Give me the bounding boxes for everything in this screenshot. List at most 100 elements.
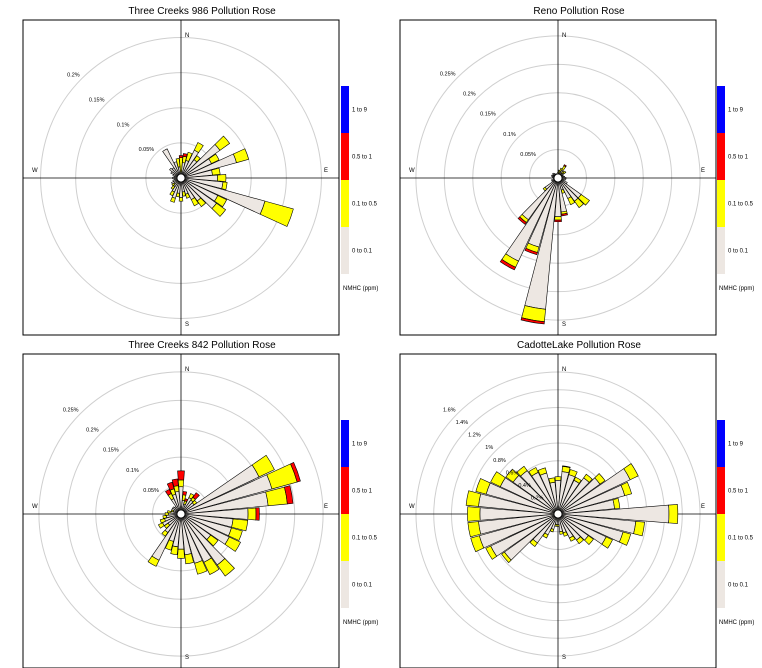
petal-segment (217, 174, 227, 182)
petal-segment (517, 216, 527, 225)
petal-segment (166, 481, 175, 491)
legend-swatch (717, 561, 725, 608)
petal-segment (211, 167, 221, 176)
chart-title-reno: Reno Pollution Rose (533, 6, 625, 17)
petal-segment (208, 153, 220, 164)
petal-segment (562, 531, 569, 537)
ring-label: 0.15% (480, 112, 496, 118)
petal-segment (182, 491, 188, 496)
legend-label: 1 to 9 (352, 108, 368, 114)
petal-segment (171, 478, 179, 487)
legend-label: 0.1 to 0.5 (728, 202, 754, 208)
compass-label-e: E (324, 504, 328, 510)
rose-panel-3: 0.2%0.4% 0.6%0.8% 1% 1.2% 1.4%1.6% N S E W 1 to 9… (399, 353, 754, 668)
petal-segment (228, 527, 243, 541)
petal-segment (193, 142, 204, 153)
legend-label: 1 to 9 (352, 442, 368, 448)
petal-segment (211, 202, 227, 217)
legend-label: 0.5 to 1 (352, 155, 373, 161)
petal-segment (188, 493, 195, 500)
legend-label: 0.5 to 1 (728, 155, 749, 161)
petal-segment (569, 535, 576, 542)
ring-label: 0.4% (518, 483, 531, 489)
compass-label-e: E (701, 504, 705, 510)
legend-swatch (717, 467, 725, 514)
petal-segment (177, 548, 185, 559)
petal-segment (290, 462, 301, 483)
legend-swatch (717, 420, 725, 467)
petal-segment (601, 536, 613, 549)
center-marker (176, 173, 186, 183)
ring-label: 0.05% (139, 147, 155, 153)
compass-label-n: N (185, 33, 189, 39)
petal-segment (520, 317, 545, 325)
plot-area: 0.05% 0.1% 0.15% 0.2% 0.25% N S E W (23, 354, 339, 668)
legend-label: 0.5 to 1 (728, 489, 749, 495)
petal-segment (158, 522, 165, 529)
compass-label-s: S (185, 655, 189, 661)
petal-segment (284, 485, 294, 505)
legend-swatch (341, 467, 349, 514)
petal-segment (568, 469, 578, 478)
legend-title: NMHC (ppm) (343, 620, 378, 626)
compass-label-s: S (562, 655, 566, 661)
petal-segment (164, 512, 169, 516)
ring-label: 0.2% (67, 73, 80, 79)
petal-segment (554, 219, 562, 223)
ring-label: 1.4% (456, 420, 469, 426)
petal-segment (159, 518, 166, 524)
legend-label: 0 to 0.1 (728, 583, 749, 589)
legend: 1 to 9 0.5 to 1 0.1 to 0.5 0 to 0.1 NMHC (pp… (341, 86, 378, 292)
petal-segment (542, 532, 549, 539)
petal-segment (556, 524, 560, 527)
plot-area: 0.05% 0.1% 0.15% 0.2% 0.25% N S E W (400, 20, 716, 335)
ring-label: 0.2% (531, 495, 544, 501)
legend-swatch (341, 561, 349, 608)
petal-segment (221, 181, 228, 191)
legend-swatch (341, 133, 349, 180)
petal-segment (196, 197, 207, 208)
petal-segment (633, 521, 645, 537)
legend-swatch (341, 227, 349, 274)
petal-segment (612, 497, 621, 509)
petal-segment (190, 197, 199, 207)
center-marker (176, 509, 186, 519)
compass-label-s: S (562, 322, 566, 328)
petal-segment (164, 539, 174, 551)
legend-label: 0 to 0.1 (352, 249, 373, 255)
ring-label: 0.1% (117, 122, 130, 128)
legend-swatch (341, 420, 349, 467)
ring-label: 0.05% (143, 488, 159, 494)
ring-label: 0.8% (493, 458, 506, 464)
petal-segment (548, 477, 556, 484)
petal-segment (537, 467, 548, 476)
legend-label: 0 to 0.1 (728, 249, 749, 255)
petal-segment (232, 148, 250, 164)
ring-label: 0.2% (463, 92, 476, 98)
ring-label: 0.2% (86, 428, 99, 434)
legend-label: 1 to 9 (728, 108, 744, 114)
petal-segment (499, 258, 516, 271)
ring-label: 0.05% (520, 152, 536, 158)
chart-title-three-creeks-842: Three Creeks 842 Pollution Rose (128, 340, 276, 351)
petal-segment (169, 190, 175, 197)
petal-segment (171, 182, 176, 187)
petal-segment (193, 155, 201, 163)
petal-segment (475, 478, 491, 495)
petal-segment (194, 560, 208, 575)
petal-segment (255, 507, 260, 521)
compass-label-w: W (409, 168, 415, 174)
center-marker (553, 509, 563, 519)
petal-segment (467, 521, 482, 538)
legend-title: NMHC (ppm) (719, 620, 754, 626)
plot-area: 0.2%0.4% 0.6%0.8% 1% 1.2% 1.4%1.6% N S E W (400, 354, 716, 668)
petal-segment (182, 153, 188, 158)
petal-segment (470, 535, 485, 553)
legend-label: 0.1 to 0.5 (728, 536, 754, 542)
legend-title: NMHC (ppm) (719, 286, 754, 292)
legend-label: 0.5 to 1 (352, 489, 373, 495)
petal-segment (161, 529, 169, 537)
petal-segment (529, 538, 538, 547)
center-marker (553, 173, 563, 183)
petal-segment (214, 195, 228, 208)
